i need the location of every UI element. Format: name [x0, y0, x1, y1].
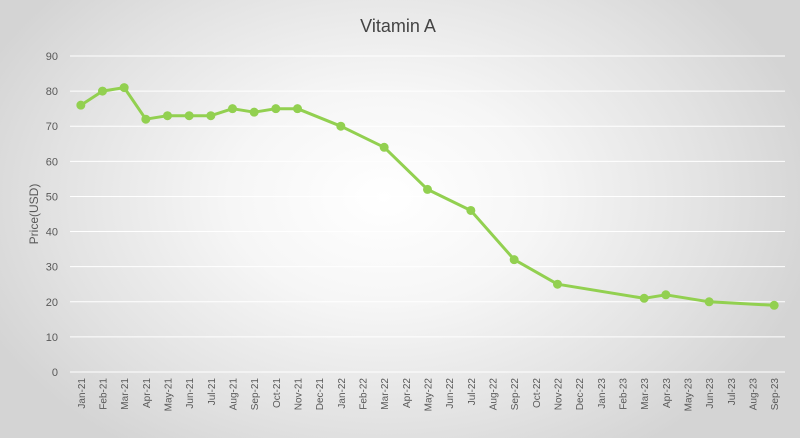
y-tick-label: 30 — [46, 262, 58, 274]
y-axis-label: Price(USD) — [27, 184, 41, 245]
x-tick-label: Aug-23 — [749, 378, 760, 411]
x-tick-label: Apr-21 — [142, 378, 153, 408]
x-tick-label: Jan-22 — [337, 378, 348, 409]
x-tick-label: Mar-21 — [120, 378, 131, 410]
data-point — [379, 142, 389, 152]
x-tick-label: Sep-21 — [250, 378, 261, 411]
x-tick-label: Jul-22 — [467, 378, 478, 406]
y-tick-label: 20 — [46, 297, 58, 309]
x-tick-label: Nov-22 — [554, 378, 565, 411]
x-tick-label: Oct-22 — [532, 378, 543, 408]
x-tick-label: Aug-22 — [489, 378, 500, 411]
data-point — [661, 290, 671, 300]
x-tick-label: Sep-23 — [770, 378, 781, 411]
data-point — [184, 111, 194, 121]
y-tick-label: 0 — [52, 367, 58, 379]
y-axis-ticks: 0 10 20 30 40 50 60 70 80 90 — [46, 51, 58, 379]
data-point — [76, 100, 86, 110]
x-tick-label: Sep-22 — [510, 378, 521, 411]
x-tick-label: Jul-23 — [727, 378, 738, 406]
chart-title: Vitamin A — [360, 16, 436, 36]
data-point — [163, 111, 172, 121]
x-tick-label: Nov-21 — [294, 378, 305, 411]
data-point — [509, 255, 519, 265]
x-tick-label: Aug-21 — [229, 378, 240, 411]
x-tick-label: May-21 — [164, 378, 175, 412]
data-point — [769, 300, 779, 310]
x-tick-label: Jan-21 — [77, 378, 88, 409]
y-tick-label: 80 — [46, 86, 58, 98]
data-point — [336, 121, 346, 131]
x-tick-label: Jun-21 — [185, 378, 196, 409]
data-point — [423, 184, 432, 194]
x-tick-label: Oct-21 — [272, 378, 283, 408]
x-tick-label: Apr-22 — [402, 378, 413, 408]
y-tick-label: 40 — [46, 227, 58, 239]
x-tick-label: May-22 — [424, 378, 435, 412]
y-tick-label: 10 — [46, 332, 58, 344]
y-tick-label: 50 — [46, 191, 58, 203]
x-tick-label: Feb-22 — [359, 378, 370, 410]
y-tick-label: 90 — [46, 51, 58, 63]
data-point — [249, 107, 259, 117]
data-point — [119, 83, 129, 93]
x-tick-label: Feb-21 — [99, 378, 110, 410]
x-tick-label: Feb-23 — [619, 378, 630, 410]
y-tick-label: 70 — [46, 121, 58, 133]
x-tick-label: Mar-22 — [380, 378, 391, 410]
data-point — [553, 279, 562, 289]
x-tick-label: Apr-23 — [662, 378, 673, 408]
data-point — [639, 293, 649, 303]
x-tick-label: Jun-23 — [705, 378, 716, 409]
x-tick-label: Jan-23 — [597, 378, 608, 409]
x-tick-label: Jul-21 — [207, 378, 218, 406]
x-tick-label: Jun-22 — [445, 378, 456, 409]
data-point — [271, 104, 281, 114]
y-tick-label: 60 — [46, 156, 58, 168]
data-point — [228, 104, 237, 114]
data-point — [98, 86, 107, 96]
data-point — [466, 205, 476, 215]
data-point — [704, 297, 714, 307]
x-tick-label: Dec-22 — [575, 378, 586, 411]
x-axis-ticks: Jan-21 Feb-21 Mar-21 Apr-21 May-21 Jun-21 Jul-… — [77, 378, 781, 412]
gridlines — [70, 55, 785, 373]
data-point — [141, 114, 151, 124]
x-tick-label: Mar-23 — [640, 378, 651, 410]
data-points — [76, 83, 779, 310]
x-tick-label: May-23 — [684, 378, 695, 412]
data-point — [293, 104, 302, 114]
x-tick-label: Dec-21 — [315, 378, 326, 411]
data-point — [206, 111, 216, 121]
